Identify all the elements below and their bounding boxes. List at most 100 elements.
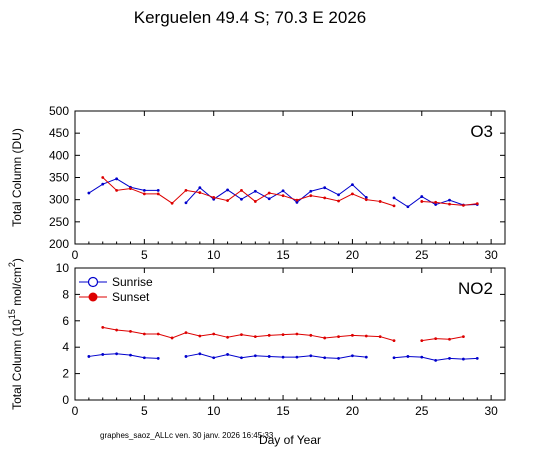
- no2-sunset-point: [295, 332, 299, 336]
- o3-sunrise-point: [434, 203, 438, 206]
- no2-sunrise-point: [309, 354, 313, 358]
- no2-sunrise-point: [253, 354, 257, 358]
- o3-sunset-point: [323, 196, 327, 200]
- no2-sunrise-point: [364, 355, 368, 359]
- no2-x-tick-label: 30: [484, 404, 498, 418]
- o3-sunrise-point: [406, 205, 410, 209]
- no2-sunset-point: [461, 335, 465, 339]
- no2-sunrise-point: [129, 353, 132, 357]
- no2-x-tick-label: 5: [141, 404, 148, 418]
- no2-sunrise-point: [351, 354, 354, 358]
- o3-sunrise-point: [364, 196, 368, 199]
- o3-sunset-point: [448, 202, 451, 206]
- no2-sunrise-point: [226, 353, 229, 356]
- no2-sunrise-line: [185, 353, 367, 359]
- legend-sunset-label: Sunset: [112, 290, 150, 304]
- no2-sunrise-point: [198, 352, 202, 356]
- o3-x-tick-label: 0: [72, 248, 79, 262]
- no2-sunset-point: [309, 333, 313, 337]
- no2-sunrise-point: [434, 359, 438, 362]
- o3-sunset-point: [226, 199, 229, 202]
- o3-y-tick-label: 400: [49, 148, 69, 162]
- o3-sunrise-point: [351, 183, 354, 186]
- no2-x-tick-label: 20: [346, 404, 360, 418]
- no2-sunrise-point: [142, 356, 146, 360]
- no2-sunset-point: [101, 326, 105, 329]
- no2-sunset-point: [170, 336, 174, 340]
- no2-sunset-point: [337, 335, 340, 339]
- o3-sunrise-point: [337, 193, 340, 197]
- no2-sunrise-point: [87, 355, 91, 358]
- o3-sunrise-point: [309, 189, 313, 193]
- no2-sunset-point: [115, 328, 119, 332]
- o3-x-tick-label: 25: [415, 248, 429, 262]
- o3-y-tick-label: 200: [49, 237, 69, 251]
- no2-sunset-point: [448, 337, 451, 341]
- o3-sunset-point: [461, 204, 465, 207]
- no2-sunrise-line: [88, 353, 159, 359]
- no2-x-axis-label: Day of Year: [259, 433, 321, 447]
- legend-sunrise-marker: [87, 276, 99, 288]
- no2-sunrise-point: [115, 352, 119, 356]
- no2-sunset-point: [226, 335, 229, 339]
- o3-sunrise-point: [156, 188, 160, 192]
- no2-sunset-point: [253, 335, 257, 339]
- no2-x-tick-label: 0: [72, 404, 79, 418]
- o3-sunset-point: [198, 191, 202, 194]
- o3-sunset-point: [267, 191, 271, 195]
- no2-sunrise-point: [156, 357, 160, 360]
- no2-y-tick-label: 6: [62, 314, 69, 328]
- no2-y-tick-label: 10: [56, 261, 70, 275]
- o3-sunset-point: [170, 201, 174, 205]
- o3-sunrise-point: [142, 188, 146, 192]
- no2-sunset-point: [240, 333, 243, 337]
- no2-x-tick-label: 15: [276, 404, 290, 418]
- o3-panel: 0 5 10 15 20 25 30 200 250 300 350 400 450 500 O3 Total…: [10, 104, 506, 262]
- no2-sunset-point: [281, 333, 285, 337]
- no2-sunset-line: [102, 326, 395, 342]
- no2-sunset-point: [156, 332, 160, 336]
- no2-sunset-point: [198, 334, 202, 338]
- o3-x-tick-label: 20: [346, 248, 360, 262]
- no2-y-tick-label: 4: [62, 340, 69, 354]
- footer-text: graphes_saoz_ALLc ven. 30 janv. 2026 16:…: [100, 431, 274, 440]
- no2-sunset-point: [378, 335, 382, 339]
- o3-sunrise-point: [392, 196, 396, 200]
- o3-sunset-point: [295, 198, 299, 202]
- no2-sunrise-point: [212, 356, 216, 360]
- no2-sunrise-point: [420, 355, 424, 359]
- no2-sunrise-point: [448, 357, 451, 360]
- o3-y-tick-label: 450: [49, 126, 69, 140]
- no2-sunset-point: [351, 333, 354, 337]
- no2-sunrise-point: [461, 357, 465, 361]
- no2-y-tick-label: 8: [62, 287, 69, 301]
- o3-sunrise-point: [267, 197, 271, 201]
- o3-sunset-point: [253, 200, 257, 203]
- o3-sunrise-point: [198, 186, 202, 190]
- no2-panel: 0 5 10 15 20 25 30 0 2 4 6 8 10 NO2 Total Column (1015…: [7, 258, 506, 447]
- no2-sunrise-point: [323, 356, 327, 360]
- no2-y-axis-label: Total Column (1015 mol/cm2): [7, 258, 24, 410]
- o3-sunrise-point: [115, 177, 119, 181]
- o3-sunset-point: [156, 192, 160, 196]
- no2-sunset-point: [267, 333, 271, 337]
- no2-plot-frame: [74, 267, 506, 401]
- legend-sunset-marker: [88, 292, 98, 302]
- no2-sunrise-point: [240, 356, 243, 360]
- no2-sunset-point: [392, 339, 396, 342]
- o3-x-tick-label: 10: [207, 248, 221, 262]
- o3-sunset-point: [142, 192, 146, 196]
- o3-sunrise-point: [295, 200, 299, 204]
- o3-sunrise-point: [323, 186, 327, 190]
- o3-sunrise-point: [101, 182, 105, 186]
- o3-y-tick-label: 350: [49, 171, 69, 185]
- no2-sunrise-point: [475, 357, 479, 360]
- o3-sunset-line: [102, 177, 395, 207]
- o3-sunset-point: [351, 192, 354, 196]
- o3-sunrise-point: [240, 197, 243, 201]
- legend-sunrise-label: Sunrise: [112, 275, 153, 289]
- no2-x-tick-label: 10: [207, 404, 221, 418]
- o3-sunset-point: [392, 204, 396, 208]
- o3-x-tick-label: 30: [484, 248, 498, 262]
- o3-y-tick-label: 500: [49, 104, 69, 118]
